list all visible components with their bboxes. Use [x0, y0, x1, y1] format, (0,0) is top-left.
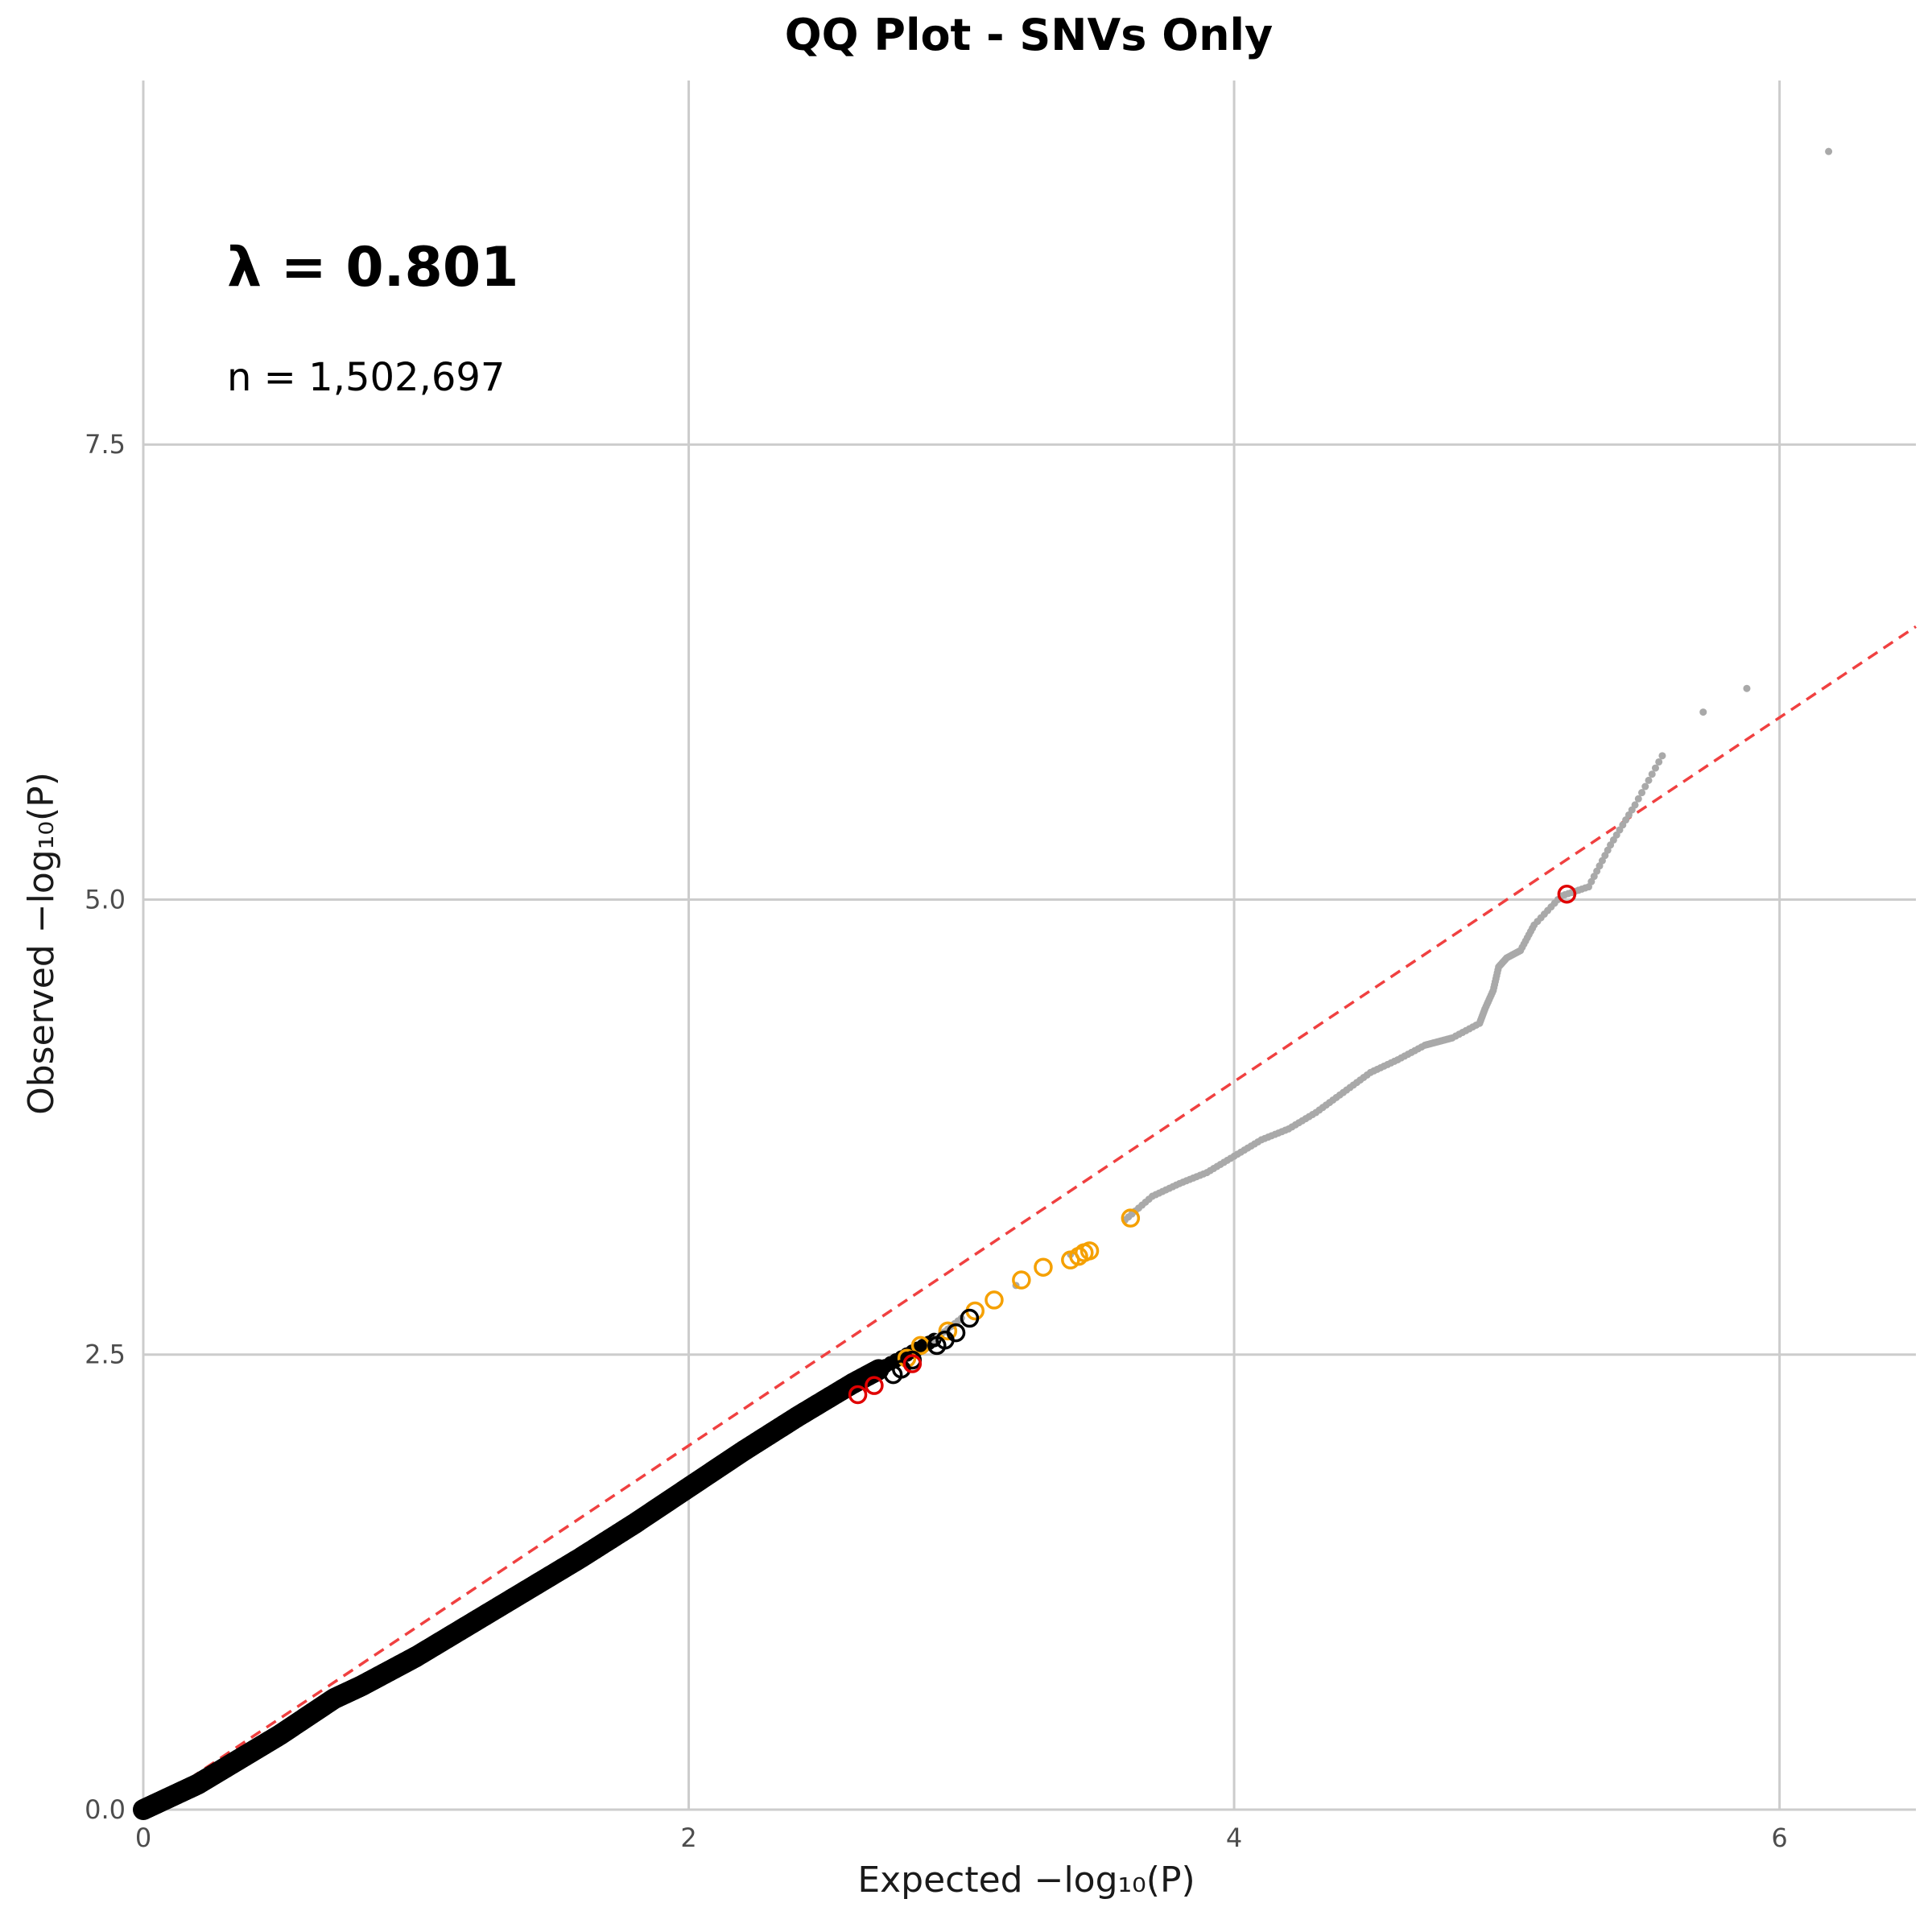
qq-point-highlight-orange — [985, 1290, 1004, 1310]
qq-point-tail — [1631, 801, 1639, 809]
qq-point-tail — [1655, 758, 1663, 766]
y-tick-label: 5.0 — [85, 884, 126, 914]
qq-point-tail — [1645, 776, 1653, 784]
qq-point-tail — [1638, 789, 1646, 797]
x-tick-label: 4 — [1226, 1823, 1242, 1853]
qq-point-highlight-black — [960, 1308, 980, 1328]
qq-point-tail — [1641, 782, 1649, 791]
x-tick-label: 6 — [1771, 1823, 1787, 1853]
lambda-annotation: λ = 0.801 — [227, 236, 518, 299]
axes: 0 2 4 6 0.0 2.5 5.0 7.5 — [85, 429, 1788, 1853]
y-tick-label: 0.0 — [85, 1794, 126, 1825]
qq-point-tail — [1658, 752, 1666, 760]
y-axis-label: Observed −log₁₀(P) — [21, 772, 62, 1115]
x-tick-label: 0 — [135, 1823, 151, 1853]
y-tick-label: 7.5 — [85, 429, 126, 460]
qq-point-highlight-orange — [1012, 1270, 1031, 1290]
qq-point-highlight-orange — [1121, 1208, 1141, 1228]
qq-point-tail — [1825, 147, 1833, 155]
qq-point-highlight-orange — [1034, 1257, 1053, 1277]
sample-count-annotation: n = 1,502,697 — [227, 355, 505, 400]
chart-title: QQ Plot - SNVs Only — [785, 10, 1274, 60]
qq-point-highlight-red — [902, 1354, 923, 1373]
qq-point-highlight-red — [1557, 884, 1577, 904]
qq-point-tail — [1743, 684, 1751, 692]
y-tick-label: 2.5 — [85, 1340, 126, 1370]
qq-point-tail — [1634, 795, 1642, 803]
qq-point-highlight-red — [865, 1376, 884, 1395]
data-points — [133, 147, 1833, 1820]
x-axis-label: Expected −log₁₀(P) — [857, 1860, 1195, 1901]
qq-point-highlight-black — [946, 1323, 966, 1343]
qq-point-highlight-orange — [1080, 1241, 1100, 1261]
reference-line — [142, 625, 1917, 1811]
qq-point-highlight-orange — [938, 1321, 958, 1341]
qq-point-tail — [1651, 764, 1659, 772]
qq-point-highlight-black — [892, 1360, 911, 1379]
qq-point-tail — [1648, 770, 1656, 778]
x-tick-label: 2 — [680, 1823, 696, 1853]
qq-point-tail — [1699, 708, 1707, 716]
qq-point-highlight-red — [848, 1385, 868, 1405]
grid-lines — [142, 80, 1916, 1811]
